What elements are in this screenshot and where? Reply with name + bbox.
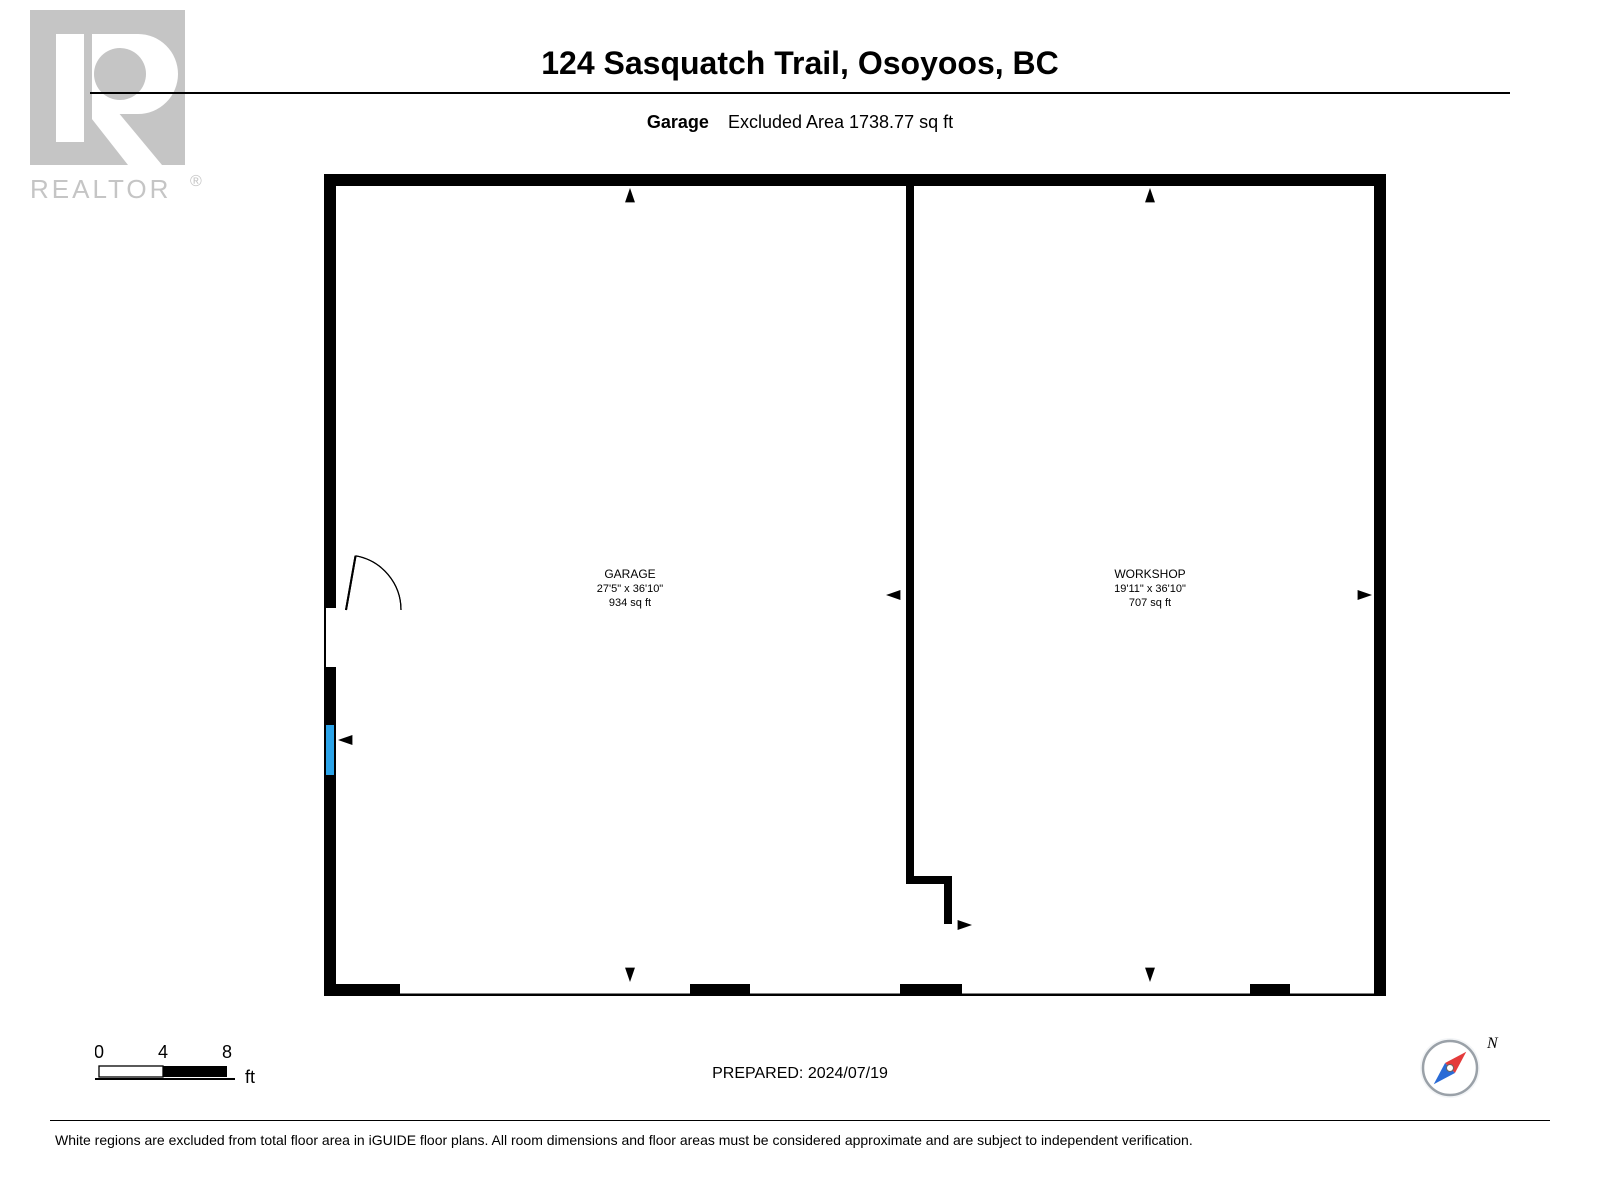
svg-text:GARAGE: GARAGE [604,567,655,581]
svg-text:4: 4 [158,1042,168,1062]
compass: N [1415,1030,1505,1105]
disclaimer-rule [50,1120,1550,1121]
header: 124 Sasquatch Trail, Osoyoos, BC [90,45,1510,82]
realtor-logo-icon: REALTOR ® [30,10,240,205]
realtor-text: REALTOR [30,174,171,204]
disclaimer-text: White regions are excluded from total fl… [55,1132,1545,1148]
page: REALTOR ® 124 Sasquatch Trail, Osoyoos, … [0,0,1600,1200]
svg-text:707 sq ft: 707 sq ft [1129,597,1171,609]
realtor-watermark: REALTOR ® [30,10,230,205]
svg-text:8: 8 [222,1042,232,1062]
svg-text:934 sq ft: 934 sq ft [609,597,651,609]
title-rule [90,92,1510,94]
svg-text:19'11" x 36'10": 19'11" x 36'10" [1114,583,1186,595]
level-label: Garage [647,112,709,132]
prepared-date: PREPARED: 2024/07/19 [0,1065,1600,1083]
svg-text:WORKSHOP: WORKSHOP [1114,567,1185,581]
svg-text:N: N [1486,1035,1499,1052]
svg-text:0: 0 [95,1042,104,1062]
floor-plan: GARAGE 27'5" x 36'10" 934 sq ft WORKSHOP 19'… [320,170,1390,1020]
realtor-suffix: ® [190,173,205,190]
area-label: Excluded Area 1738.77 sq ft [728,112,953,132]
subheader: Garage Excluded Area 1738.77 sq ft [90,112,1510,133]
svg-text:27'5" x 36'10": 27'5" x 36'10" [597,583,664,595]
page-title: 124 Sasquatch Trail, Osoyoos, BC [541,45,1059,81]
